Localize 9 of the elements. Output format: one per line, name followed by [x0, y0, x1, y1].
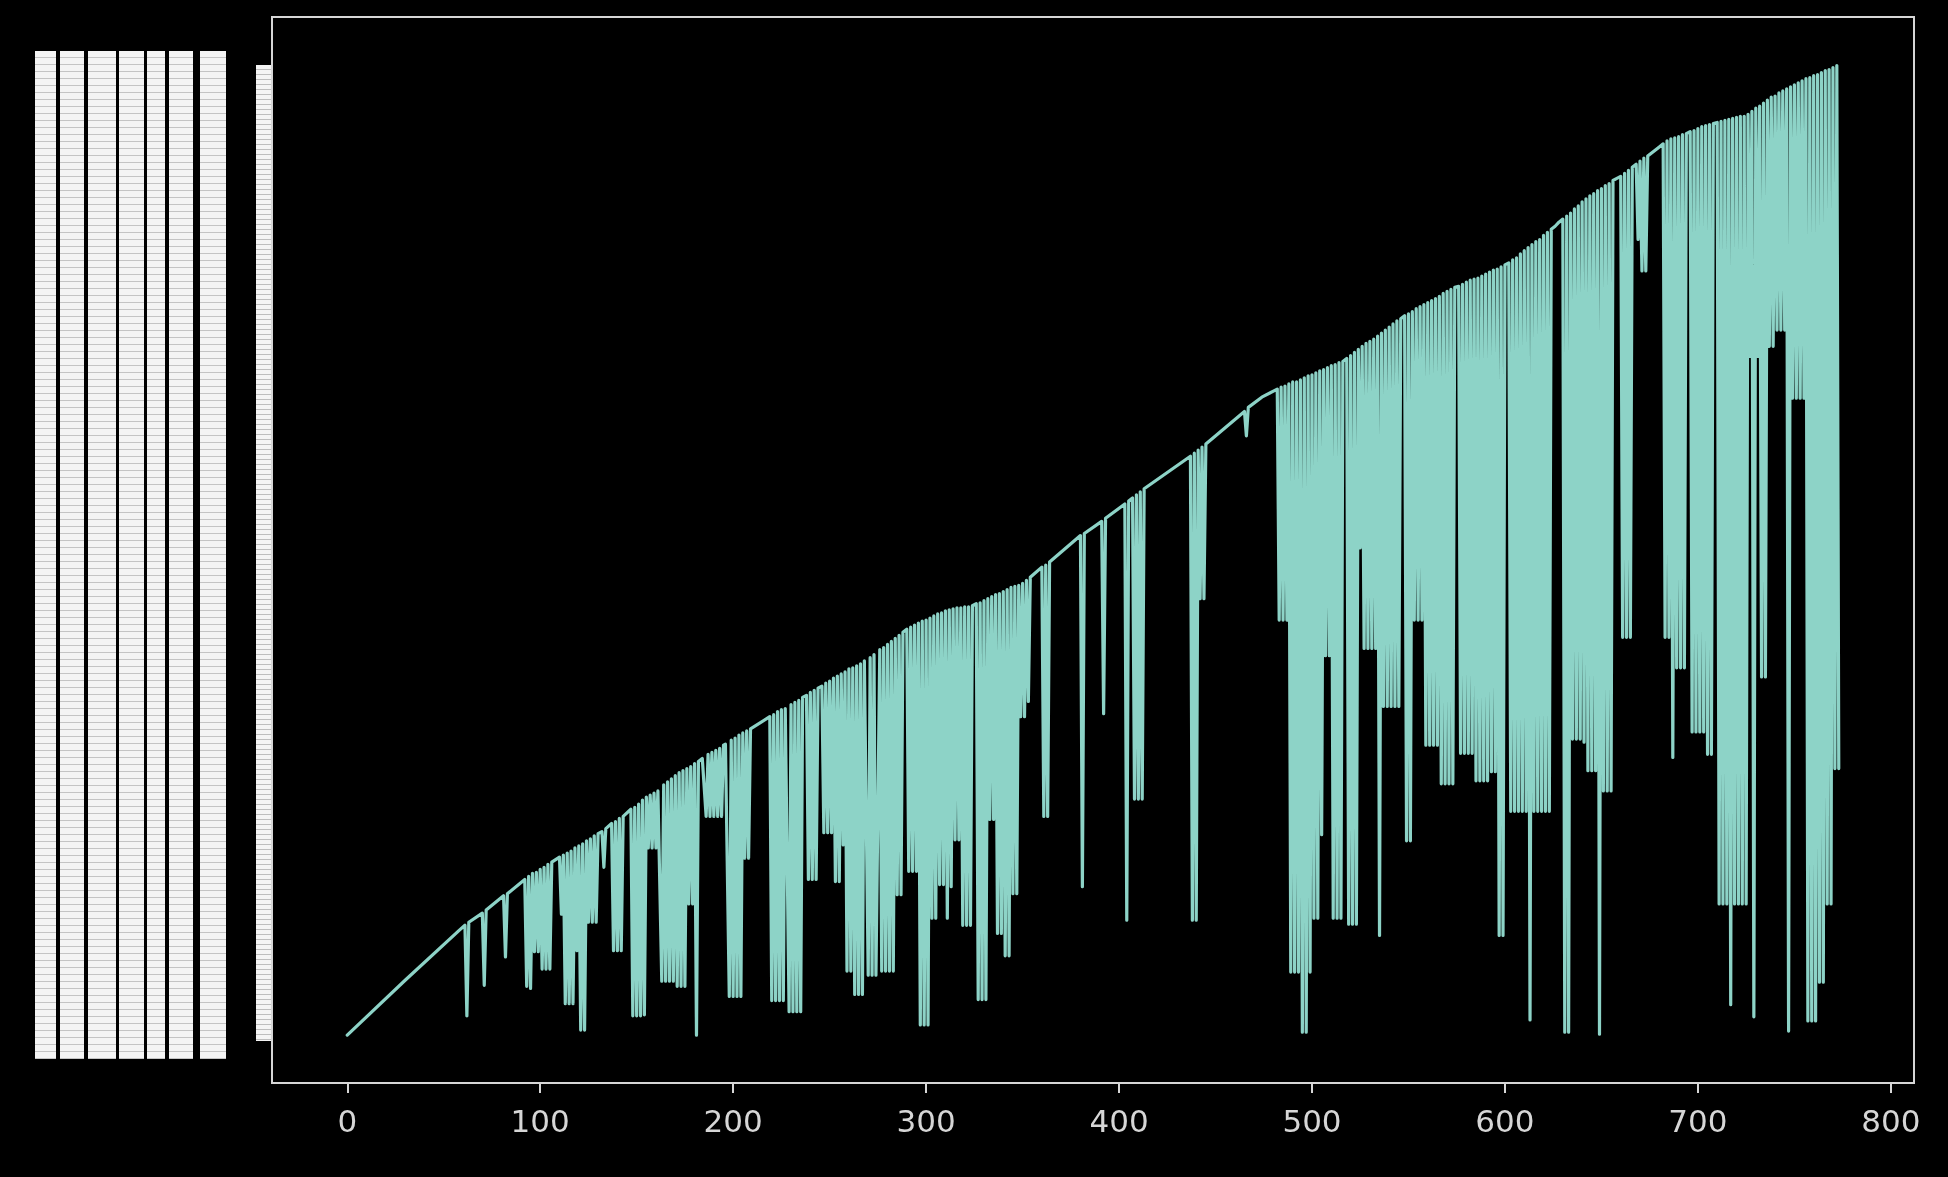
x-tick-label: 300: [896, 1102, 956, 1139]
x-tick-label: 800: [1861, 1102, 1921, 1139]
x-tick-label: 200: [703, 1102, 763, 1139]
x-tick-label: 100: [510, 1102, 570, 1139]
x-tick-label: 600: [1475, 1102, 1535, 1139]
x-tick-label: 700: [1668, 1102, 1728, 1139]
x-tick-label: 400: [1089, 1102, 1149, 1139]
x-tick-label: 500: [1282, 1102, 1342, 1139]
x-tick-label: 0: [337, 1102, 358, 1139]
